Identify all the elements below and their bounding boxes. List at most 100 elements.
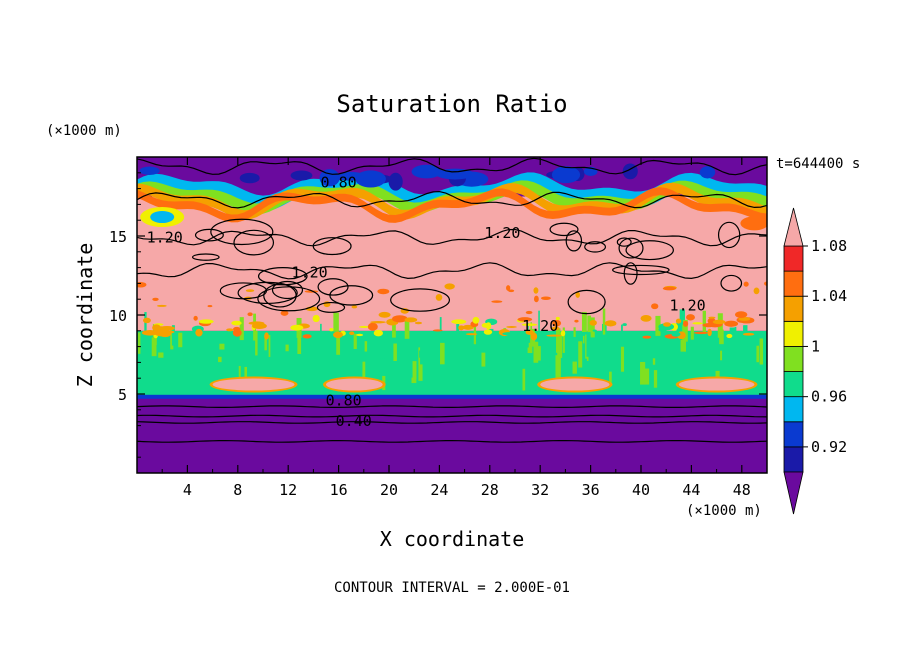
transition-speck xyxy=(404,317,418,323)
cloud-spike xyxy=(419,350,424,358)
cloud-spike xyxy=(333,312,339,332)
contour-loop xyxy=(312,237,352,256)
cloud-spike xyxy=(175,350,181,378)
transition-speck xyxy=(604,320,617,327)
cloud-spike xyxy=(171,325,175,346)
edge-patch xyxy=(150,211,175,224)
cloud-spike xyxy=(756,345,760,363)
x-tick-label: 4 xyxy=(183,481,192,499)
cloud-spike xyxy=(666,367,670,386)
cloud-spike xyxy=(616,363,619,375)
transition-speck xyxy=(663,322,671,327)
cloud-spike xyxy=(537,346,541,361)
cloud-spike xyxy=(527,342,533,354)
cloud-spike xyxy=(587,315,592,334)
cloud-spike xyxy=(320,323,322,332)
transition-speck xyxy=(414,321,423,325)
transition-speck xyxy=(551,326,560,331)
cloud-spike xyxy=(353,333,357,349)
contour-loop xyxy=(237,281,298,305)
colorbar-box-3 xyxy=(783,371,804,398)
contour-line-upper xyxy=(137,157,767,176)
transition-speck xyxy=(502,332,516,336)
cloud-spike xyxy=(690,326,694,340)
transition-speck xyxy=(367,322,378,331)
contour-loop xyxy=(549,222,579,237)
x-tick-label: 40 xyxy=(632,481,650,499)
cloud-spike xyxy=(364,341,368,352)
transition-speck xyxy=(530,332,538,341)
contour-label-6: 0.80 xyxy=(326,391,362,409)
transition-speck xyxy=(574,319,579,323)
x-unit-label: (×1000 m) xyxy=(686,503,762,519)
upper-blob xyxy=(551,166,581,184)
cloud-spike xyxy=(535,364,539,383)
colorbar-box-5 xyxy=(783,320,804,347)
pink-fleck xyxy=(156,304,167,307)
contour-label-4: 1.20 xyxy=(670,297,706,315)
pink-fleck xyxy=(589,319,597,326)
cloud-spike xyxy=(178,332,183,348)
lens-2 xyxy=(540,378,610,391)
contour-loop xyxy=(317,278,349,296)
cloud-spike xyxy=(403,336,408,351)
transition-speck xyxy=(555,316,560,321)
cloud-spike xyxy=(274,338,279,354)
colorbar-extend-bottom xyxy=(783,471,804,515)
cloud-spike xyxy=(194,337,198,353)
contour-loop xyxy=(618,237,644,259)
cloud-spike xyxy=(702,310,706,335)
cloud-spike xyxy=(677,371,683,380)
upper-blob xyxy=(290,170,313,181)
contour-loop xyxy=(271,280,304,300)
pink-fleck xyxy=(207,305,213,308)
pink-fleck xyxy=(525,310,533,315)
cloud-spike xyxy=(456,323,460,346)
transition-speck xyxy=(671,331,681,337)
transition-speck xyxy=(517,317,533,322)
cloud-spike xyxy=(142,345,149,355)
pink-fleck xyxy=(378,311,391,318)
x-tick-label: 28 xyxy=(481,481,499,499)
cloud-spike xyxy=(440,342,445,365)
pink-fleck xyxy=(245,289,255,293)
contour-loop xyxy=(316,301,346,313)
cloud-spike xyxy=(729,327,735,339)
lens-3 xyxy=(678,378,755,391)
cloud-spike xyxy=(599,356,605,371)
transition-speck xyxy=(692,322,703,325)
cloud-spike xyxy=(581,311,587,332)
y-axis-label: Z coordinate xyxy=(73,243,97,388)
transition-speck xyxy=(622,323,627,326)
y-tick-label: 5 xyxy=(118,386,127,404)
contour-line-lower xyxy=(137,421,767,424)
colorbar-box-1 xyxy=(783,421,804,448)
contour-loop xyxy=(584,241,607,253)
contour-loop xyxy=(616,237,632,247)
transition-speck xyxy=(226,328,234,332)
contour-label-1: 1.20 xyxy=(147,229,183,247)
contour-loop xyxy=(565,230,583,252)
x-tick-label: 32 xyxy=(531,481,549,499)
contour-line-upper xyxy=(137,190,767,209)
pink-fleck xyxy=(753,287,760,295)
pink-fleck xyxy=(735,311,748,319)
transition-speck xyxy=(682,320,689,327)
x-tick-label: 20 xyxy=(380,481,398,499)
cloud-spike xyxy=(719,329,724,345)
contour-loop xyxy=(567,289,606,315)
transition-speck xyxy=(252,322,267,330)
cloud-spike xyxy=(526,322,529,348)
cloud-spike xyxy=(715,370,720,379)
transition-speck xyxy=(506,325,517,328)
x-axis-label: X coordinate xyxy=(380,527,525,551)
contour-loop xyxy=(720,274,743,292)
cloud-spike xyxy=(602,308,606,335)
pink-fleck xyxy=(280,310,289,316)
upper-blob xyxy=(411,164,442,179)
transition-speck xyxy=(546,334,562,337)
cloud-spike xyxy=(655,315,661,336)
cloud-spike xyxy=(411,377,417,384)
cloud-spike xyxy=(244,366,248,387)
